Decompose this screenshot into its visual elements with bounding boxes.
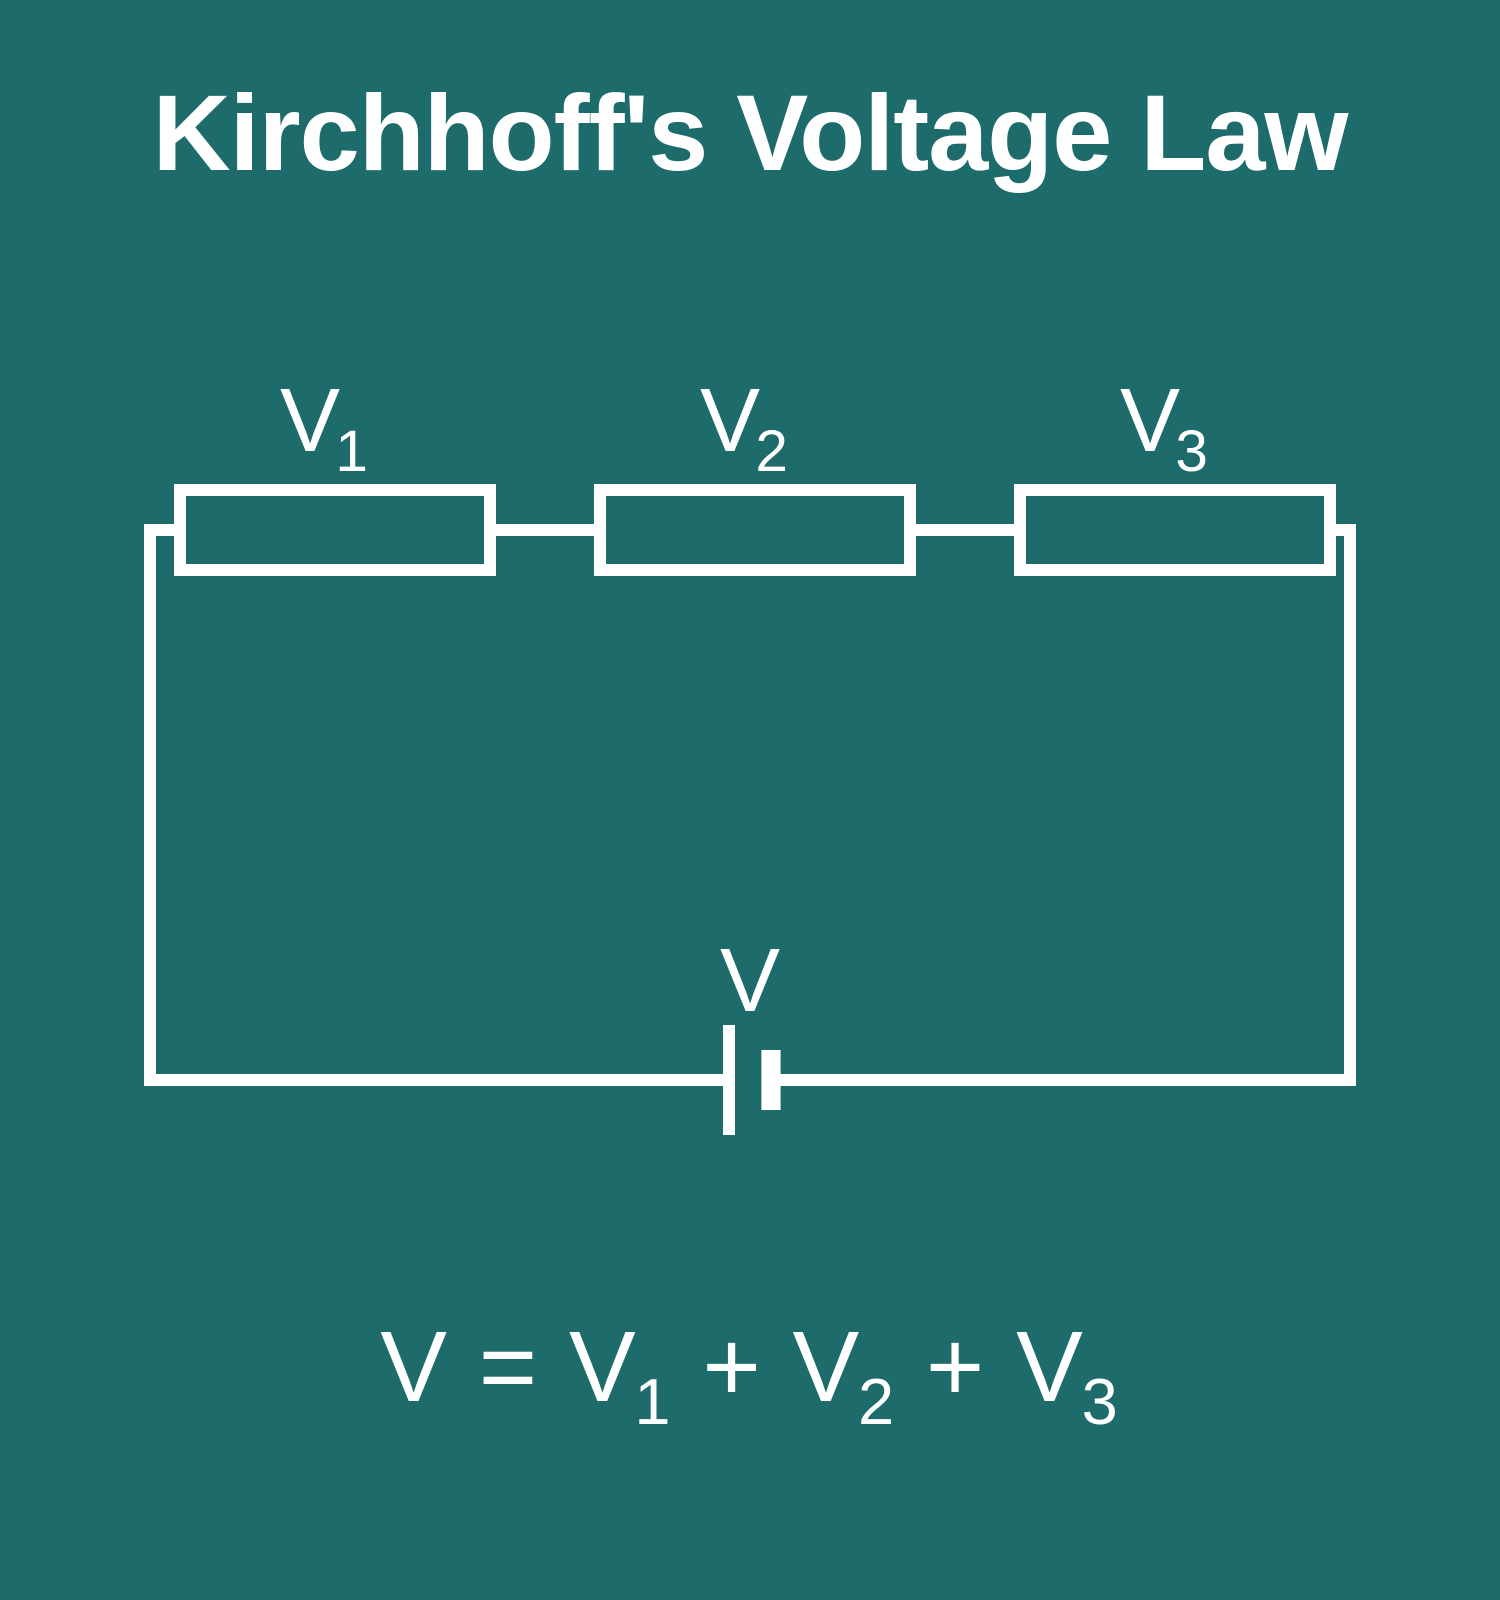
diagram-canvas: Kirchhoff's Voltage Law V1 V2 V3 V V = V… bbox=[0, 0, 1500, 1600]
label-v1: V1 bbox=[280, 370, 368, 473]
kvl-equation: V = V1 + V2 + V3 bbox=[0, 1310, 1500, 1425]
label-v3: V3 bbox=[1120, 370, 1208, 473]
label-v2: V2 bbox=[700, 370, 788, 473]
label-v-source: V bbox=[720, 930, 780, 1033]
